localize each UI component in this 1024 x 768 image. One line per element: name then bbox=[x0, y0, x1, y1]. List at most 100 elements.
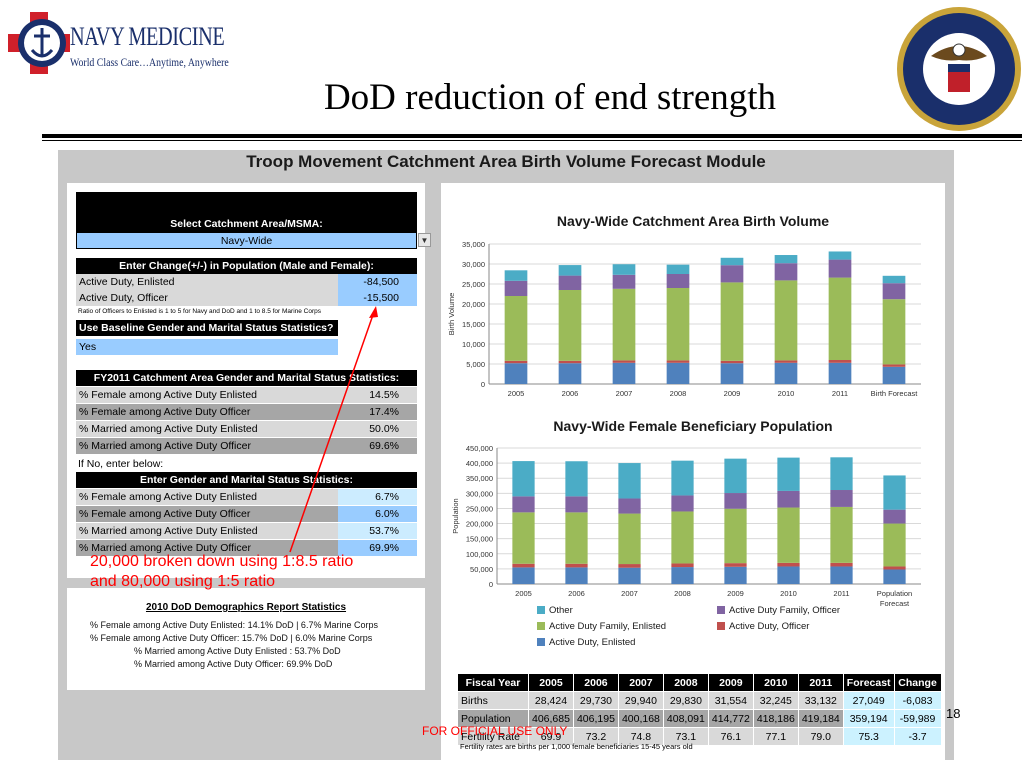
bar-segment bbox=[504, 360, 528, 364]
demographics-line: % Female among Active Duty Officer: 15.7… bbox=[90, 633, 373, 643]
org-tagline: World Class Care…Anytime, Anywhere bbox=[70, 55, 229, 69]
x-tick-label: 2009 bbox=[727, 589, 744, 598]
enter-input-married-officer[interactable]: 69.9% bbox=[338, 540, 417, 556]
fy-value-female-officer: 17.4% bbox=[338, 404, 417, 420]
bar-segment bbox=[558, 290, 582, 361]
bar-segment bbox=[720, 360, 744, 364]
x-tick-label: 2011 bbox=[833, 589, 849, 598]
x-tick-label: 2007 bbox=[621, 589, 638, 598]
module-title: Troop Movement Catchment Area Birth Volu… bbox=[246, 152, 766, 171]
y-tick-label: 35,000 bbox=[462, 240, 485, 249]
y-tick-label: 30,000 bbox=[462, 260, 485, 269]
table-cell: -6,083 bbox=[893, 691, 942, 710]
bar-segment bbox=[720, 257, 744, 266]
bar-segment bbox=[830, 506, 853, 563]
bar-segment bbox=[612, 274, 636, 289]
bar-segment bbox=[558, 363, 582, 384]
chevron-down-icon[interactable]: ▼ bbox=[418, 233, 431, 247]
x-tick-label: 2009 bbox=[724, 389, 741, 398]
select-header-spacer bbox=[76, 192, 417, 216]
bar-segment bbox=[612, 360, 636, 363]
x-tick-label: 2010 bbox=[780, 589, 797, 598]
x-tick-label: Population bbox=[877, 589, 912, 598]
bar-segment bbox=[883, 566, 906, 570]
bar-segment bbox=[504, 270, 528, 281]
table-cell: 31,554 bbox=[707, 691, 754, 710]
bar-segment bbox=[830, 490, 853, 507]
enter-stats-header: Enter Gender and Marital Status Statisti… bbox=[76, 472, 417, 488]
bar-segment bbox=[882, 275, 906, 284]
fy-value-married-enlisted: 50.0% bbox=[338, 421, 417, 437]
table-cell: 32,245 bbox=[752, 691, 799, 710]
y-tick-label: 150,000 bbox=[466, 535, 493, 544]
title-divider-thin bbox=[42, 140, 1022, 141]
bar-segment bbox=[830, 566, 853, 584]
bar-segment bbox=[671, 511, 694, 564]
legend-swatch bbox=[717, 606, 725, 614]
x-tick-label: 2005 bbox=[515, 589, 532, 598]
enter-label-married-officer: % Married among Active Duty Officer bbox=[76, 540, 338, 556]
bar-segment bbox=[512, 512, 535, 564]
ratio-note: Ratio of Officers to Enlisted is 1 to 5 … bbox=[78, 308, 322, 315]
bar-segment bbox=[666, 288, 690, 361]
change-input-officer[interactable]: -15,500 bbox=[338, 290, 417, 306]
bar-segment bbox=[504, 363, 528, 384]
table-header-cell: Fiscal Year bbox=[457, 673, 529, 692]
population-chart-title: Navy-Wide Female Beneficiary Population bbox=[553, 418, 833, 434]
bar-segment bbox=[512, 496, 535, 513]
table-header-cell: 2009 bbox=[707, 673, 754, 692]
legend-label: Active Duty Family, Officer bbox=[729, 605, 840, 616]
table-header-cell: Change bbox=[893, 673, 942, 692]
change-input-enlisted[interactable]: -84,500 bbox=[338, 274, 417, 290]
table-cell: 414,772 bbox=[707, 709, 754, 728]
bar-segment bbox=[565, 512, 588, 564]
if-no-label: If No, enter below: bbox=[78, 458, 164, 470]
change-label-officer: Active Duty, Officer bbox=[76, 290, 338, 306]
bar-segment bbox=[882, 299, 906, 365]
enter-input-married-enlisted[interactable]: 53.7% bbox=[338, 523, 417, 539]
birth-volume-chart: 0 5,000 10,000 15,000 20,000 25,000 30,000 35,0… bbox=[447, 240, 921, 398]
bar-segment bbox=[612, 362, 636, 384]
official-use-label: FOR OFFICIAL USE ONLY bbox=[422, 724, 568, 738]
x-tick-label: 2011 bbox=[832, 389, 848, 398]
bar-segment bbox=[724, 458, 747, 494]
catchment-area-select[interactable]: Navy-Wide bbox=[76, 232, 417, 249]
baseline-answer-select[interactable]: Yes bbox=[76, 339, 338, 355]
bar-segment bbox=[720, 363, 744, 384]
bar-segment bbox=[828, 251, 852, 260]
bar-segment bbox=[724, 566, 747, 584]
legend-swatch bbox=[537, 606, 545, 614]
fy-label-female-enlisted: % Female among Active Duty Enlisted bbox=[76, 387, 338, 403]
table-cell: -59,989 bbox=[893, 709, 942, 728]
legend-label: Active Duty Family, Enlisted bbox=[549, 621, 666, 632]
bar-segment bbox=[504, 296, 528, 361]
bar-segment bbox=[777, 507, 800, 563]
anchor-cross-icon bbox=[8, 12, 70, 74]
table-cell: Population bbox=[457, 709, 529, 728]
enter-input-female-officer[interactable]: 6.0% bbox=[338, 506, 417, 522]
table-cell: 419,184 bbox=[797, 709, 844, 728]
bar-segment bbox=[671, 567, 694, 584]
y-tick-label: 10,000 bbox=[462, 340, 485, 349]
legend-label: Active Duty, Officer bbox=[729, 621, 809, 632]
bar-segment bbox=[828, 362, 852, 384]
bar-segment bbox=[882, 366, 906, 384]
enter-input-female-enlisted[interactable]: 6.7% bbox=[338, 489, 417, 505]
y-axis-label: Population bbox=[451, 498, 460, 533]
table-header-cell: 2007 bbox=[617, 673, 664, 692]
fiscal-year-table: Fiscal Year 2005 2006 2007 2008 2009 2010 2011 F… bbox=[457, 673, 942, 746]
bar-segment bbox=[830, 457, 853, 491]
bar-segment bbox=[828, 259, 852, 278]
bar-segment bbox=[666, 362, 690, 384]
bar-segment bbox=[828, 277, 852, 360]
fy-value-female-enlisted: 14.5% bbox=[338, 387, 417, 403]
table-header-cell: 2005 bbox=[528, 673, 574, 692]
legend-swatch bbox=[717, 622, 725, 630]
bar-segment bbox=[882, 283, 906, 300]
baseline-question: Use Baseline Gender and Marital Status S… bbox=[76, 320, 338, 336]
bar-segment bbox=[666, 264, 690, 274]
x-tick-label: 2008 bbox=[670, 389, 687, 398]
annotation-note: 20,000 broken down using 1:8.5 ratio and… bbox=[90, 552, 353, 592]
table-header-cell: 2008 bbox=[662, 673, 709, 692]
